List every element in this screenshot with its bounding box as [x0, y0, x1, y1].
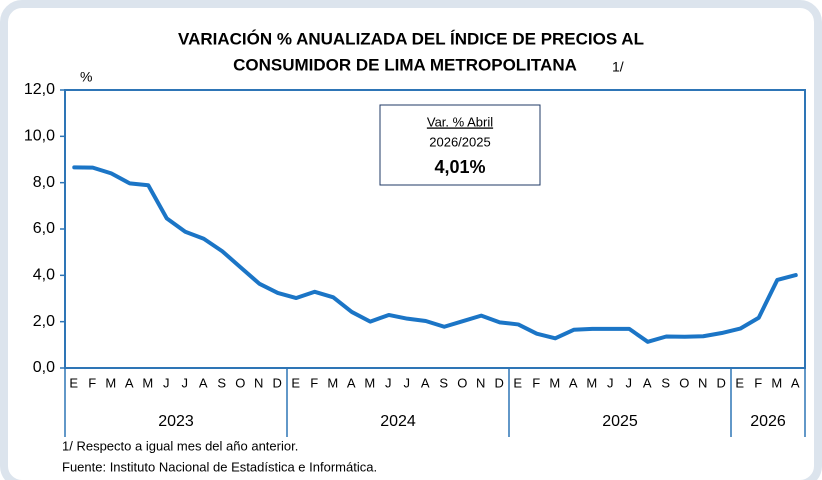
x-tick-label: O [235, 375, 246, 390]
x-tick-label: D [495, 375, 505, 390]
annotation-text: 2026/2025 [429, 134, 490, 149]
x-tick-label: E [735, 375, 745, 390]
year-label: 2026 [750, 413, 786, 430]
year-label: 2024 [380, 413, 416, 430]
chart-title: VARIACIÓN % ANUALIZADA DEL ÍNDICE DE PRE… [178, 29, 644, 48]
year-label: 2025 [602, 413, 638, 430]
x-tick-label: O [679, 375, 690, 390]
y-axis-label: % [80, 69, 92, 85]
x-tick-label: M [771, 375, 783, 390]
x-tick-label: J [404, 375, 412, 390]
x-tick-label: N [698, 375, 708, 390]
x-tick-label: F [754, 375, 763, 390]
x-tick-label: F [310, 375, 319, 390]
x-tick-label: M [105, 375, 117, 390]
data-line [72, 165, 798, 344]
x-tick-label: O [457, 375, 468, 390]
x-tick-label: S [217, 375, 227, 390]
y-tick-label: 0,0 [33, 359, 55, 376]
y-tick-label: 10,0 [24, 128, 55, 145]
footnote: Fuente: Instituto Nacional de Estadístic… [62, 459, 377, 474]
x-tick-label: A [569, 375, 579, 390]
x-tick-label: M [142, 375, 154, 390]
chart-title: CONSUMIDOR DE LIMA METROPOLITANA [233, 55, 577, 74]
x-tick-label: D [273, 375, 283, 390]
x-tick-label: E [291, 375, 301, 390]
x-tick-label: J [385, 375, 393, 390]
x-tick-label: S [661, 375, 671, 390]
x-tick-label: E [513, 375, 523, 390]
x-tick-label: F [88, 375, 97, 390]
x-tick-label: M [549, 375, 561, 390]
x-tick-label: F [532, 375, 541, 390]
x-tick-label: J [607, 375, 615, 390]
x-tick-label: E [69, 375, 79, 390]
x-tick-label: A [643, 375, 653, 390]
y-tick-label: 12,0 [24, 81, 55, 98]
x-tick-label: A [347, 375, 357, 390]
x-tick-label: S [439, 375, 449, 390]
annotation-text: Var. % Abril [427, 114, 493, 129]
x-tick-label: M [364, 375, 376, 390]
annotation-box [379, 104, 541, 186]
y-tick-label: 2,0 [33, 313, 55, 330]
y-tick-label: 8,0 [33, 174, 55, 191]
x-tick-label: A [199, 375, 209, 390]
x-tick-label: M [586, 375, 598, 390]
x-tick-label: M [327, 375, 339, 390]
x-tick-label: J [626, 375, 634, 390]
x-tick-label: A [791, 375, 801, 390]
y-tick-label: 6,0 [33, 220, 55, 237]
x-tick-label: J [182, 375, 190, 390]
x-tick-label: N [476, 375, 486, 390]
x-tick-label: D [717, 375, 727, 390]
x-tick-label: A [125, 375, 135, 390]
x-tick-label: N [254, 375, 264, 390]
y-tick-label: 4,0 [33, 267, 55, 284]
annotation-text: 4,01% [434, 157, 485, 177]
x-tick-label: J [163, 375, 171, 390]
title-note: 1/ [612, 59, 624, 75]
footnote: 1/ Respecto a igual mes del año anterior… [62, 438, 298, 453]
x-tick-label: A [421, 375, 431, 390]
year-label: 2023 [158, 413, 194, 430]
